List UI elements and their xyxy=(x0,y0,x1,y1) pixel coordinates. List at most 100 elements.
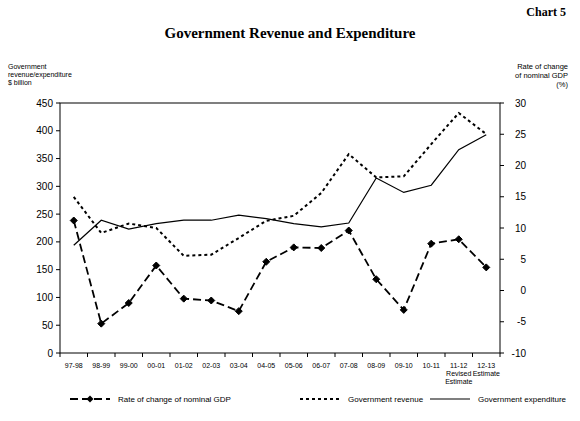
series-line xyxy=(74,221,487,324)
y-tick xyxy=(56,214,60,215)
y2-tick xyxy=(500,321,504,322)
y2-tick-label: 30 xyxy=(515,98,527,109)
y-tick-label: 0 xyxy=(47,348,53,359)
y-tick-label: 250 xyxy=(36,209,53,220)
marker xyxy=(208,297,215,304)
y2-axis-label-line: Rate of change xyxy=(517,62,568,71)
legend-key xyxy=(300,398,340,400)
legend-label: Government revenue xyxy=(348,395,424,404)
x-tick-label: 03-04 xyxy=(230,362,248,369)
x-tick-label: 09-10 xyxy=(395,362,413,369)
y-tick-label: 300 xyxy=(36,181,53,192)
marker xyxy=(235,308,242,315)
marker xyxy=(70,217,77,224)
data-group xyxy=(70,113,490,327)
x-tick xyxy=(472,353,473,357)
y2-tick xyxy=(500,196,504,197)
x-tick-label-line: 02-03 xyxy=(202,362,220,369)
x-tick-label: 00-01 xyxy=(147,362,165,369)
y2-tick-label: 20 xyxy=(515,160,527,171)
x-tick xyxy=(390,353,391,357)
y2-tick xyxy=(500,228,504,229)
x-tick-label-line: 05-06 xyxy=(285,362,303,369)
x-tick-label-line: 06-07 xyxy=(312,362,330,369)
x-tick-label: 11-12RevisedEstimate xyxy=(445,362,472,385)
x-tick-label: 04-05 xyxy=(257,362,275,369)
x-tick-label-line: 03-04 xyxy=(230,362,248,369)
series-line xyxy=(74,113,487,256)
x-tick-label: 98-99 xyxy=(92,362,110,369)
x-tick xyxy=(197,353,198,357)
y-tick-label: 400 xyxy=(36,125,53,136)
y2-tick xyxy=(500,353,504,354)
x-tick-label: 01-02 xyxy=(175,362,193,369)
x-tick-label-line: 04-05 xyxy=(257,362,275,369)
y2-tick xyxy=(500,165,504,166)
y-tick-label: 200 xyxy=(36,236,53,247)
x-tick xyxy=(362,353,363,357)
y-tick xyxy=(56,297,60,298)
y-tick-label: 50 xyxy=(42,320,54,331)
x-tick xyxy=(252,353,253,357)
x-tick-label-line: 01-02 xyxy=(175,362,193,369)
y2-tick-label: -5 xyxy=(517,316,526,327)
y2-tick xyxy=(500,259,504,260)
x-tick-label-line: 10-11 xyxy=(423,362,440,369)
x-tick xyxy=(500,353,501,357)
marker xyxy=(373,276,380,283)
marker xyxy=(125,300,132,307)
y2-tick-label: 5 xyxy=(520,254,526,265)
x-tick-label-line: 99-00 xyxy=(120,362,138,369)
y-tick xyxy=(56,103,60,104)
x-tick xyxy=(307,353,308,357)
x-tick xyxy=(170,353,171,357)
y-tick-label: 150 xyxy=(36,264,53,275)
x-tick xyxy=(60,353,61,357)
x-tick xyxy=(115,353,116,357)
x-tick xyxy=(280,353,281,357)
x-tick-label-line: Estimate xyxy=(445,378,472,385)
x-tick xyxy=(335,353,336,357)
x-tick-label: 05-06 xyxy=(285,362,303,369)
marker xyxy=(263,258,270,265)
title: Government Revenue and Expenditure xyxy=(165,25,416,41)
y2-tick xyxy=(500,290,504,291)
y-tick xyxy=(56,269,60,270)
y2-tick xyxy=(500,134,504,135)
x-tick-label-line: 00-01 xyxy=(147,362,165,369)
legend-entry: Rate of change of nominal GDP xyxy=(70,395,231,404)
y-axis-label-line: $ billion xyxy=(8,79,32,86)
y2-axis-label-line: (%) xyxy=(556,80,568,89)
marker xyxy=(428,240,435,247)
marker xyxy=(345,227,352,234)
legend-entry: Government revenue xyxy=(300,395,424,404)
y2-axis-label-line: of nominal GDP xyxy=(515,71,568,80)
x-tick-label: 12-13Estimate xyxy=(473,362,500,377)
x-tick-label-line: Revised xyxy=(446,370,471,377)
x-tick-label-line: 97-98 xyxy=(65,362,83,369)
y-tick xyxy=(56,158,60,159)
annotation: Chart 5 xyxy=(526,5,566,19)
x-tick-label: 99-00 xyxy=(120,362,138,369)
marker xyxy=(290,244,297,251)
y2-tick-label: 0 xyxy=(520,285,526,296)
marker xyxy=(180,295,187,302)
x-tick-label-line: 07-08 xyxy=(340,362,358,369)
x-tick-label: 02-03 xyxy=(202,362,220,369)
legend-marker xyxy=(87,396,94,403)
y-tick-label: 450 xyxy=(36,98,53,109)
x-tick-label: 97-98 xyxy=(65,362,83,369)
x-tick xyxy=(87,353,88,357)
x-tick xyxy=(445,353,446,357)
y2-axis-label: Rate of changeof nominal GDP(%) xyxy=(515,62,568,89)
x-tick-label: 06-07 xyxy=(312,362,330,369)
y-tick xyxy=(56,130,60,131)
y2-tick-label: -10 xyxy=(512,348,527,359)
x-tick xyxy=(417,353,418,357)
x-tick-label-line: 08-09 xyxy=(367,362,385,369)
x-tick-label: 10-11 xyxy=(423,362,440,369)
legend-label: Government expenditure xyxy=(478,395,567,404)
y-tick-label: 350 xyxy=(36,153,53,164)
legend-label: Rate of change of nominal GDP xyxy=(118,395,231,404)
y-tick xyxy=(56,241,60,242)
